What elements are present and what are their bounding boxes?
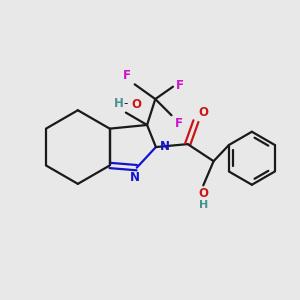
Text: F: F [123,69,131,82]
Text: H: H [114,97,124,110]
Text: H: H [199,200,208,210]
Text: F: F [174,117,182,130]
Text: F: F [176,79,184,92]
Text: N: N [159,140,170,153]
Text: O: O [131,98,141,111]
Text: -: - [124,97,128,110]
Text: N: N [130,171,140,184]
Text: O: O [198,187,208,200]
Text: O: O [198,106,208,119]
